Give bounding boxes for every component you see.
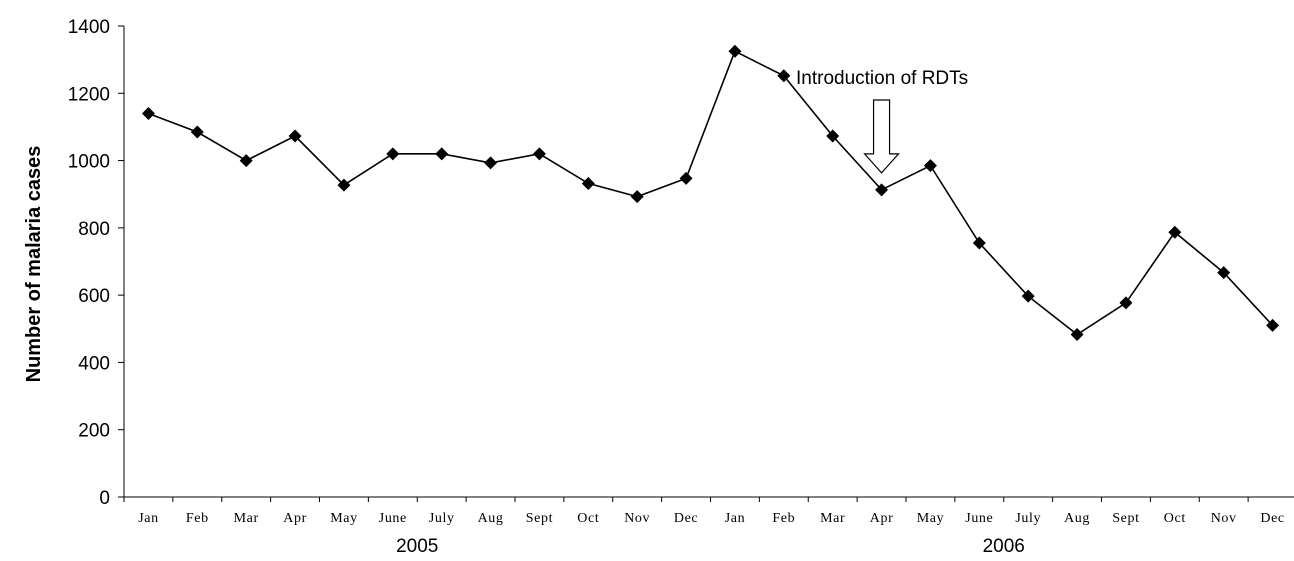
x-tick-label: July <box>429 511 455 526</box>
x-tick-label: Mar <box>234 511 259 526</box>
x-tick-label: Aug <box>478 511 504 526</box>
y-tick-label: 200 <box>78 421 110 442</box>
x-tick-label: June <box>965 511 993 526</box>
data-point-marker <box>190 125 204 139</box>
data-point-marker <box>484 156 498 170</box>
data-point-marker <box>875 183 889 197</box>
year-label: 2006 <box>983 536 1025 557</box>
data-point-marker <box>581 176 595 190</box>
x-tick-label: Apr <box>283 511 307 526</box>
y-axis-title: Number of malaria cases <box>23 146 45 383</box>
x-tick-label: Dec <box>674 511 698 526</box>
x-tick-label: Jan <box>138 511 158 526</box>
data-point-marker <box>435 147 449 161</box>
data-point-marker <box>239 154 253 168</box>
y-tick-label: 1400 <box>68 17 110 38</box>
series-line <box>148 50 1274 336</box>
data-point-marker <box>1217 266 1231 280</box>
x-tick-label: May <box>330 511 357 526</box>
x-tick-label: Sept <box>1112 511 1139 526</box>
data-point-marker <box>923 159 937 173</box>
data-point-marker <box>1266 318 1280 332</box>
data-point-marker <box>972 236 986 250</box>
data-point-marker <box>337 178 351 192</box>
data-point-marker <box>1119 296 1133 310</box>
rdt-annotation: Introduction of RDTs <box>796 68 968 174</box>
x-tick-label: Dec <box>1260 511 1284 526</box>
year-label: 2005 <box>396 536 438 557</box>
data-point-marker <box>630 190 644 204</box>
data-point-marker <box>141 106 155 120</box>
annotation-text: Introduction of RDTs <box>796 68 968 89</box>
data-point-marker <box>728 44 742 58</box>
x-tick-label: Nov <box>1211 511 1237 526</box>
x-tick-label: May <box>917 511 944 526</box>
data-point-marker <box>288 129 302 143</box>
x-tick-label: Nov <box>624 511 650 526</box>
y-tick-label: 0 <box>99 488 110 509</box>
data-point-marker <box>1168 225 1182 239</box>
x-tick-label: Aug <box>1064 511 1090 526</box>
y-tick-label: 800 <box>78 219 110 240</box>
y-tick-label: 1000 <box>68 152 110 173</box>
data-point-marker <box>386 147 400 161</box>
x-tick-label: Feb <box>186 511 209 526</box>
x-tick-label: Apr <box>870 511 894 526</box>
y-tick-label: 1200 <box>68 84 110 105</box>
x-tick-label: Jan <box>725 511 745 526</box>
down-arrow-icon <box>863 99 900 174</box>
data-point-marker <box>679 171 693 185</box>
x-tick-label: Mar <box>820 511 845 526</box>
x-tick-label: Sept <box>526 511 553 526</box>
y-tick-label: 400 <box>78 353 110 374</box>
data-point-marker <box>1021 289 1035 303</box>
x-tick-label: Feb <box>772 511 795 526</box>
data-series <box>141 44 1280 342</box>
data-point-marker <box>826 129 840 143</box>
y-axis-ticks: 0 200 400 600 800 1000 1200 1400 <box>68 17 125 509</box>
data-point-marker <box>532 147 546 161</box>
x-tick-label: Oct <box>1164 511 1186 526</box>
data-point-marker <box>777 69 791 83</box>
data-point-marker <box>1070 328 1084 342</box>
year-group-labels: 2005 2006 <box>396 536 1025 557</box>
x-tick-label: Oct <box>577 511 599 526</box>
y-tick-label: 600 <box>78 286 110 307</box>
x-tick-label: June <box>379 511 407 526</box>
x-axis: Jan Feb Mar Apr May June July Aug Sept Oct Nov Dec J… <box>123 496 1294 526</box>
x-tick-label: July <box>1015 511 1041 526</box>
